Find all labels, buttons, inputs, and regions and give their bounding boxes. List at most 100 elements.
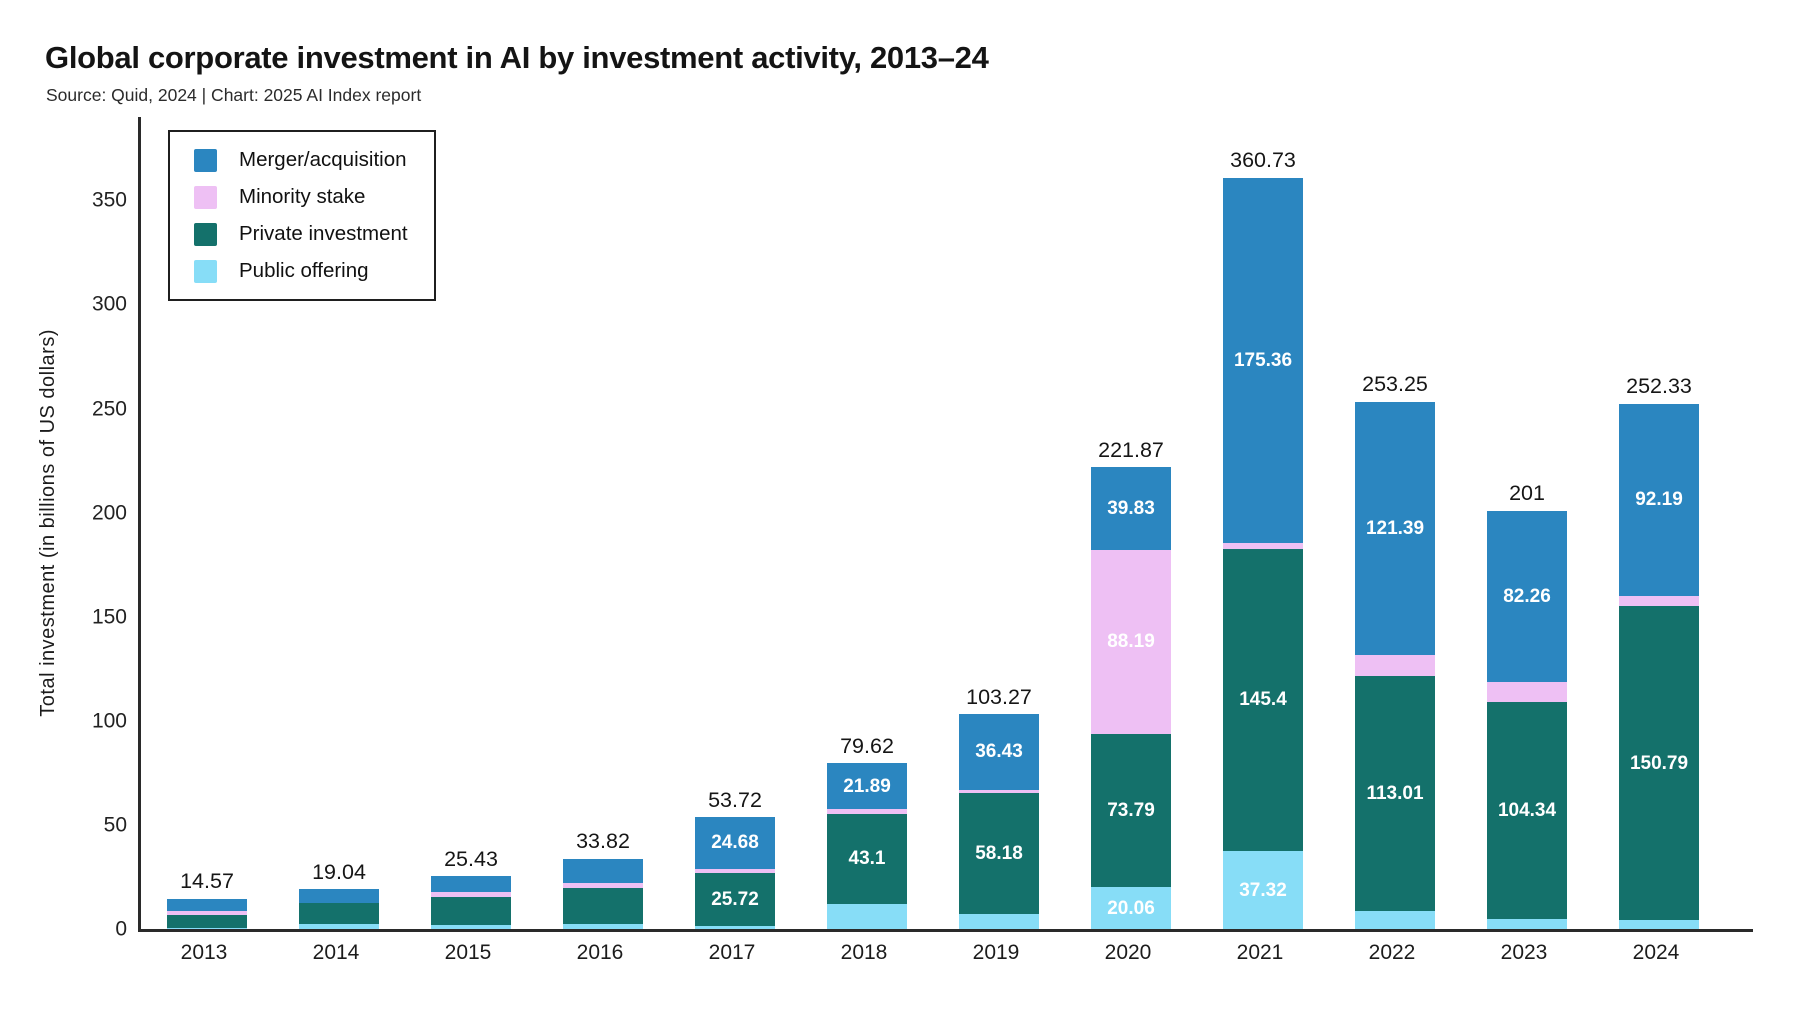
segment-2013-private-investment: [167, 915, 247, 929]
total-label-2018: 79.62: [840, 733, 894, 758]
bar-2018: 21.89 43.1: [827, 763, 907, 929]
segment-2020-private-investment: 73.79: [1091, 733, 1171, 888]
segment-value-label: 92.19: [1635, 489, 1683, 511]
segment-value-label: 39.83: [1107, 498, 1155, 520]
segment-2016-private-investment: [563, 887, 643, 924]
segment-2015-merger-acquisition: [431, 876, 511, 893]
bar-column-2017: 53.72 24.68 25.72: [669, 117, 801, 929]
bar-column-2015: 25.43: [405, 117, 537, 929]
segment-value-label: 58.18: [975, 842, 1023, 864]
segment-value-label: 73.79: [1107, 799, 1155, 821]
bar-column-2016: 33.82: [537, 117, 669, 929]
x-tick-2017: 2017: [708, 941, 756, 964]
bars-row: 14.57 19.04 25.43 33.82 53.72 24.68 25.72 79.62…: [141, 117, 1753, 929]
segment-value-label: 175.36: [1233, 350, 1293, 372]
y-tick-50: 50: [103, 813, 127, 837]
segment-2023-minority-stake: [1487, 681, 1567, 702]
legend-swatch-icon: [194, 185, 217, 209]
segment-value-label: 37.32: [1239, 879, 1287, 901]
segment-2024-minority-stake: [1619, 595, 1699, 607]
x-tick-2021: 2021: [1236, 941, 1284, 964]
segment-2023-private-investment: 104.34: [1487, 701, 1567, 920]
segment-value-label: 150.79: [1629, 752, 1689, 774]
segment-2022-minority-stake: [1355, 654, 1435, 676]
total-label-2017: 53.72: [708, 787, 762, 812]
chart-source: Source: Quid, 2024 | Chart: 2025 AI Inde…: [46, 85, 422, 105]
segment-2018-minority-stake: [827, 808, 907, 814]
segment-2024-private-investment: 150.79: [1619, 606, 1699, 921]
total-label-2015: 25.43: [444, 846, 498, 871]
segment-value-label: 145.4: [1239, 689, 1287, 711]
segment-2023-public-offering: [1487, 919, 1567, 929]
segment-2023-merger-acquisition: 82.26: [1487, 510, 1567, 682]
legend-item-public-offering: Public offering: [194, 259, 408, 283]
bar-2014: [299, 889, 379, 929]
bar-column-2018: 79.62 21.89 43.1: [801, 117, 933, 929]
x-axis-labels: 2013 2014 2015 2016 2017 2018 2019 2020 2021 2022…: [138, 941, 1750, 965]
segment-value-label: 121.39: [1365, 517, 1425, 539]
total-label-2020: 221.87: [1098, 437, 1164, 462]
segment-value-label: 20.06: [1107, 897, 1155, 919]
legend-label: Private investment: [239, 222, 408, 245]
segment-value-label: 104.34: [1497, 799, 1557, 821]
segment-2017-minority-stake: [695, 868, 775, 873]
segment-2020-public-offering: 20.06: [1091, 887, 1171, 929]
y-tick-150: 150: [91, 605, 127, 629]
bar-2017: 24.68 25.72: [695, 817, 775, 929]
bar-2021: 175.36 145.4 37.32: [1223, 177, 1303, 929]
y-tick-250: 250: [91, 397, 127, 420]
segment-2013-minority-stake: [167, 910, 247, 916]
segment-value-label: 88.19: [1107, 631, 1155, 653]
segment-value-label: 82.26: [1503, 585, 1551, 607]
x-tick-2013: 2013: [180, 941, 228, 964]
segment-2024-merger-acquisition: 92.19: [1619, 403, 1699, 596]
x-tick-2020: 2020: [1104, 941, 1152, 964]
segment-2021-minority-stake: [1223, 543, 1303, 549]
bar-column-2019: 103.27 36.43 58.18: [933, 117, 1065, 929]
segment-value-label: 43.1: [848, 848, 886, 870]
segment-2015-public-offering: [431, 924, 511, 929]
segment-2022-private-investment: 113.01: [1355, 675, 1435, 911]
legend-label: Merger/acquisition: [239, 148, 407, 171]
segment-2018-public-offering: [827, 903, 907, 929]
y-axis-title-wrap: Total investment (in billions of US doll…: [28, 117, 68, 929]
legend-swatch-icon: [194, 259, 217, 283]
x-tick-2018: 2018: [840, 941, 888, 964]
segment-2019-public-offering: [959, 914, 1039, 929]
segment-2015-minority-stake: [431, 892, 511, 898]
total-label-2024: 252.33: [1626, 374, 1692, 399]
x-tick-2022: 2022: [1368, 941, 1416, 964]
segment-2013-public-offering: [167, 928, 247, 929]
segment-2016-public-offering: [563, 923, 643, 929]
bar-2023: 82.26 104.34: [1487, 510, 1567, 929]
y-tick-0: 0: [115, 917, 127, 941]
legend-label: Minority stake: [239, 185, 366, 208]
total-label-2019: 103.27: [966, 684, 1032, 709]
bar-2013: [167, 898, 247, 929]
bar-2016: [563, 858, 643, 929]
legend-item-private-investment: Private investment: [194, 222, 408, 246]
legend-swatch-icon: [194, 222, 217, 246]
segment-2022-merger-acquisition: 121.39: [1355, 401, 1435, 655]
segment-value-label: 113.01: [1366, 782, 1424, 804]
x-tick-2015: 2015: [444, 941, 492, 964]
legend: Merger/acquisition Minority stake Private …: [168, 130, 436, 301]
chart-title: Global corporate investment in AI by inv…: [45, 40, 989, 75]
segment-2016-minority-stake: [563, 882, 643, 888]
legend-item-minority-stake: Minority stake: [194, 185, 408, 209]
total-label-2021: 360.73: [1230, 148, 1296, 173]
segment-2014-private-investment: [299, 902, 379, 924]
y-tick-200: 200: [91, 501, 127, 525]
segment-2018-merger-acquisition: 21.89: [827, 763, 907, 809]
segment-value-label: 36.43: [975, 741, 1023, 763]
bar-column-2023: 201 82.26 104.34: [1461, 117, 1593, 929]
bar-column-2020: 221.87 39.83 88.19 73.79 20.06: [1065, 117, 1197, 929]
bar-2015: [431, 876, 511, 929]
bar-2024: 92.19 150.79: [1619, 403, 1699, 929]
legend-item-merger-acquisition: Merger/acquisition: [194, 148, 408, 172]
bar-column-2014: 19.04: [273, 117, 405, 929]
segment-2017-public-offering: [695, 926, 775, 929]
y-tick-100: 100: [91, 709, 127, 733]
segment-2022-public-offering: [1355, 910, 1435, 929]
segment-2024-public-offering: [1619, 920, 1699, 929]
